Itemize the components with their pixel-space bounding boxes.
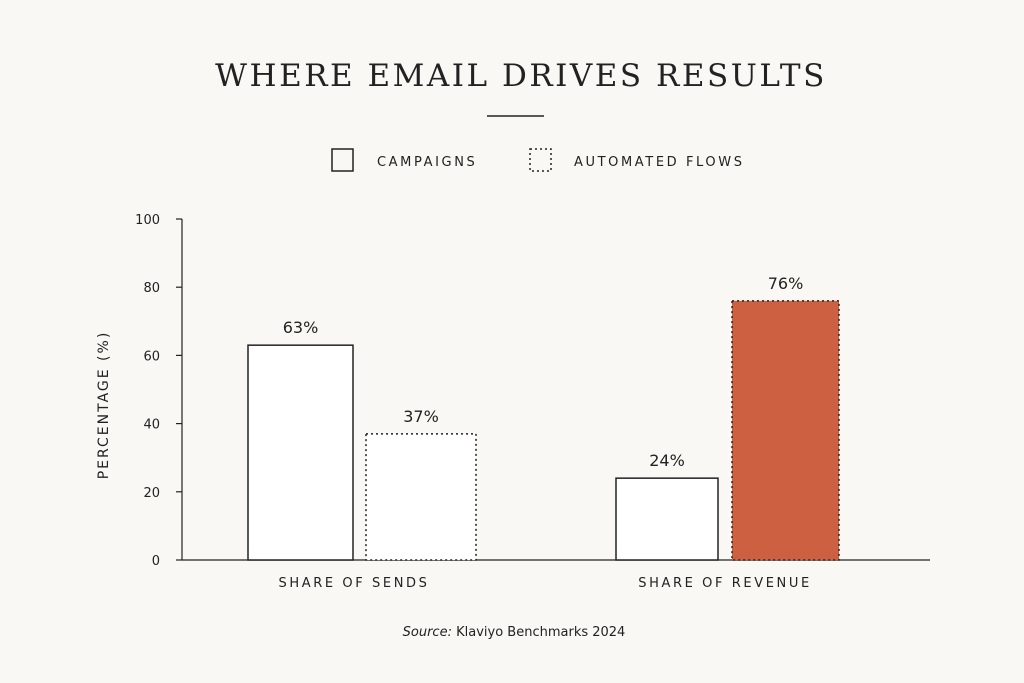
bar (615, 477, 719, 561)
bars (247, 300, 840, 561)
y-tick-label: 40 (143, 418, 160, 433)
bar-value-label: 24% (649, 451, 685, 470)
legend-swatch-automated-flows (529, 148, 552, 172)
bar-value-label: 63% (283, 318, 319, 337)
y-tick-label: 80 (143, 281, 160, 296)
bar (247, 344, 354, 561)
source-value: Klaviyo Benchmarks 2024 (456, 625, 625, 640)
y-axis-label: PERCENTAGE (%) (96, 331, 112, 480)
y-tick-label: 100 (135, 213, 160, 228)
y-tick-label: 60 (143, 349, 160, 364)
source-note: Source: Klaviyo Benchmarks 2024 (403, 625, 626, 640)
bar-value-label: 76% (768, 274, 804, 293)
chart-title: WHERE EMAIL DRIVES RESULTS (215, 58, 827, 94)
legend-label-campaigns: CAMPAIGNS (377, 155, 477, 170)
legend: CAMPAIGNS AUTOMATED FLOWS (331, 148, 745, 172)
y-tick-label: 0 (152, 554, 160, 569)
source-label: Source: (403, 625, 452, 640)
legend-swatch-campaigns (331, 148, 354, 172)
x-category-label: SHARE OF SENDS (279, 576, 430, 591)
legend-label-automated-flows: AUTOMATED FLOWS (574, 155, 745, 170)
data-labels: 63% 24% 37% 76% (283, 274, 804, 470)
bar-value-label: 37% (403, 407, 439, 426)
bar (731, 300, 840, 561)
bar (365, 433, 477, 561)
y-tick-label: 20 (143, 486, 160, 501)
x-category-label: SHARE OF REVENUE (638, 576, 812, 591)
